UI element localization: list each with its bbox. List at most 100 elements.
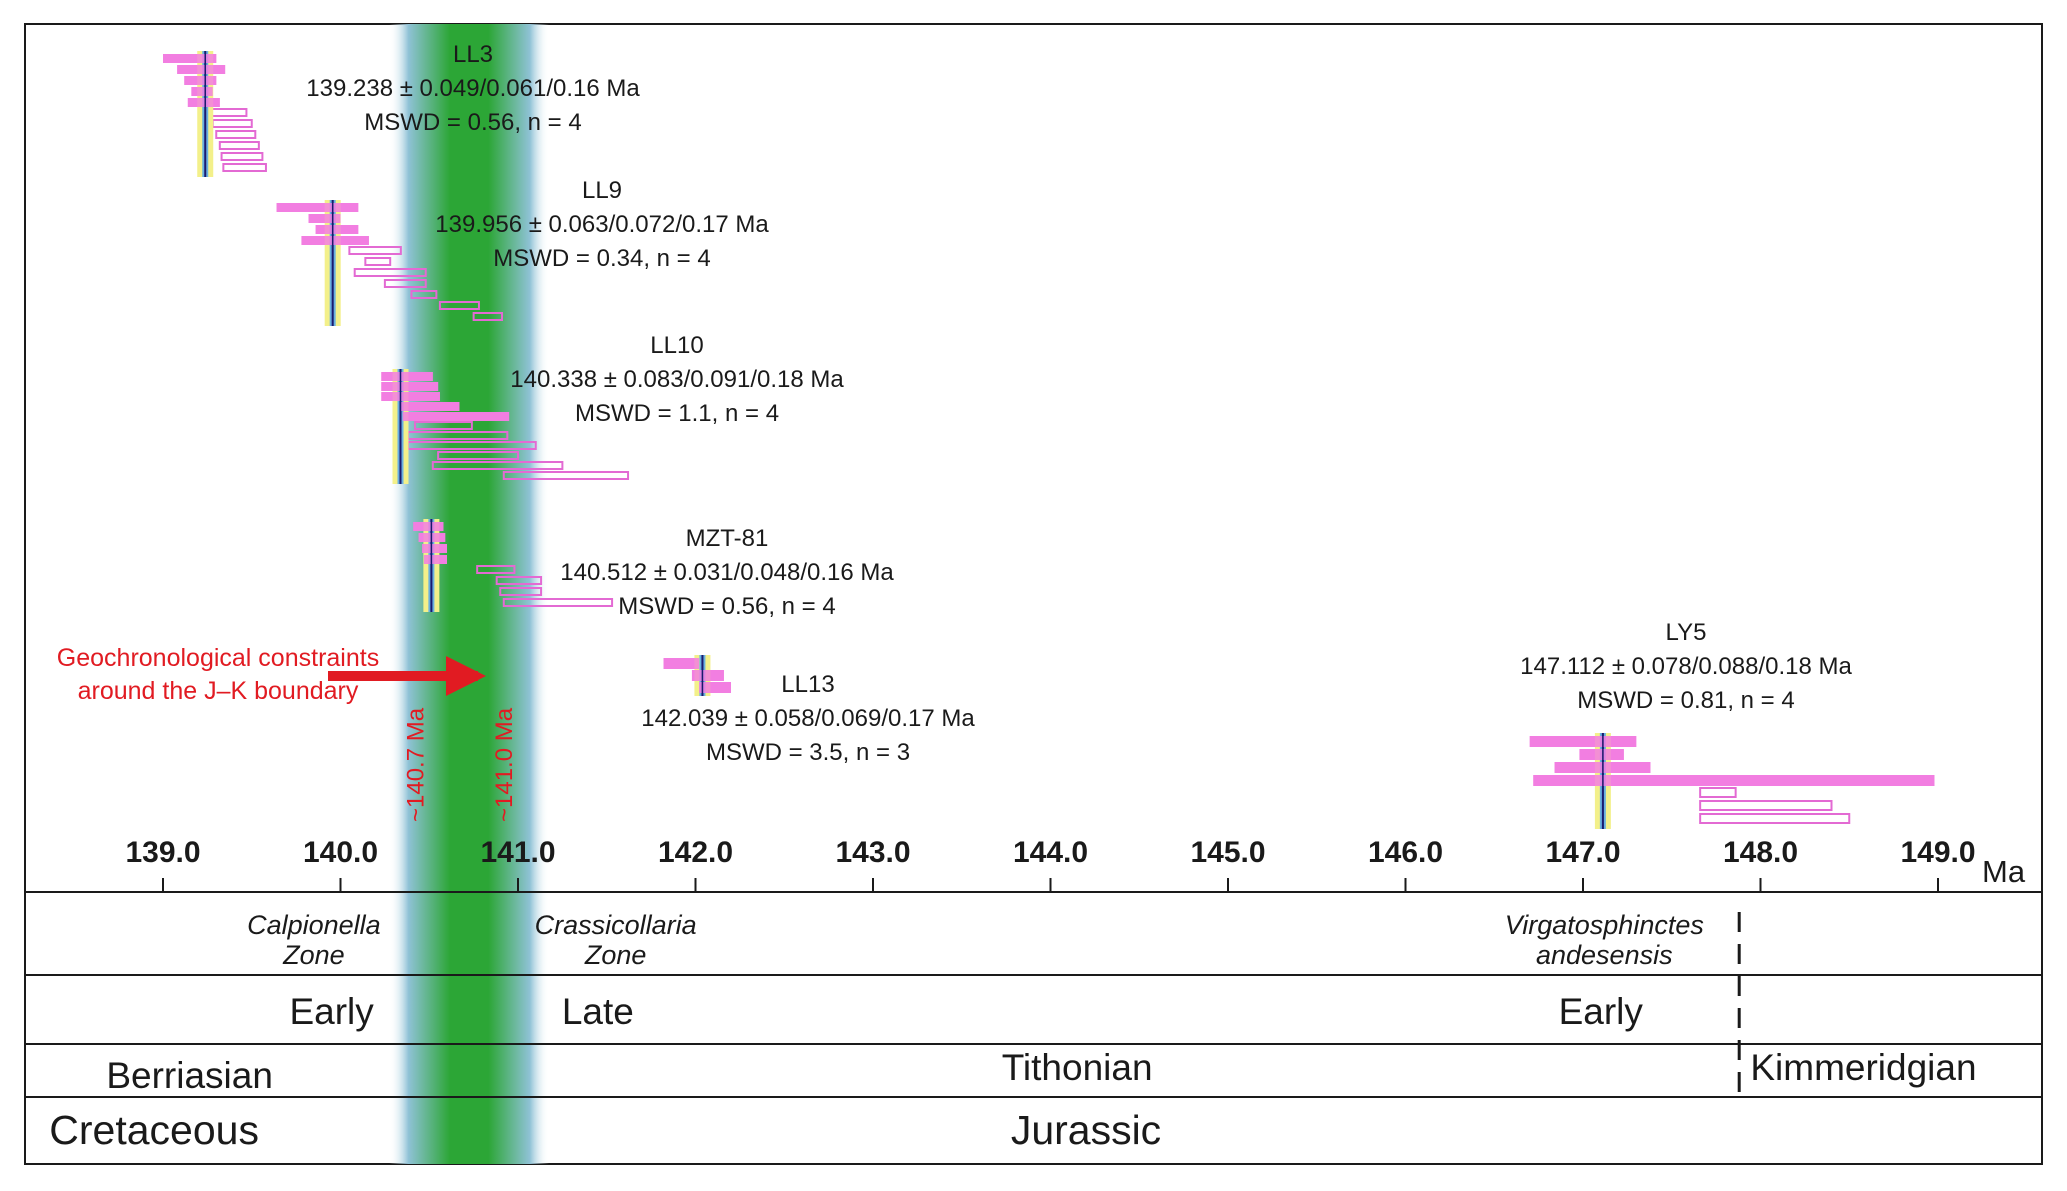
- biozone-label-line2: Zone: [282, 940, 345, 970]
- sample-name: LY5: [1666, 619, 1707, 646]
- x-tick-label: 139.0: [125, 836, 200, 869]
- boundary-age-label: ~140.7 Ma: [402, 707, 429, 822]
- sample-label-ll3: LL3 139.238 ± 0.049/0.061/0.16 Ma MSWD = 0…: [306, 41, 640, 136]
- sample-age: 147.112 ± 0.078/0.088/0.18 Ma: [1520, 653, 1852, 680]
- sample-age: 140.338 ± 0.083/0.091/0.18 Ma: [510, 366, 844, 393]
- substage-label: Early: [1559, 991, 1644, 1032]
- x-tick-label: 149.0: [1900, 836, 1975, 869]
- analysis-bar-filled-overlay: [163, 54, 217, 63]
- biozone-label: Calpionella: [247, 910, 381, 940]
- analysis-bar-filled-overlay: [1579, 749, 1624, 760]
- stage-label: Berriasian: [106, 1055, 273, 1096]
- x-tick-label: 148.0: [1723, 836, 1798, 869]
- sample-labels: LL3 139.238 ± 0.049/0.061/0.16 Ma MSWD = 0…: [306, 41, 1852, 766]
- x-axis-ticks: 139.0 140.0 141.0 142.0 143.0 144.0 145.0 146.0…: [125, 836, 1976, 892]
- sample-label-ly5: LY5 147.112 ± 0.078/0.088/0.18 Ma MSWD = 0…: [1520, 619, 1852, 714]
- sample-mzt-81-bars: [413, 519, 614, 612]
- analysis-bar-open: [1699, 800, 1833, 811]
- analysis-bar-filled-overlay: [301, 236, 369, 245]
- sample-name: LL3: [453, 41, 493, 68]
- analysis-bar-open: [495, 576, 543, 585]
- system-label: Cretaceous: [49, 1107, 259, 1153]
- sample-name: LL10: [650, 332, 703, 359]
- analysis-bar-open: [383, 279, 427, 288]
- boundary-age-labels: ~140.7 Ma ~141.0 Ma: [402, 707, 518, 822]
- x-tick-label: 147.0: [1545, 836, 1620, 869]
- analysis-bar-open: [472, 312, 504, 321]
- timescale-labels: CalpionellaZoneCrassicollariaZoneVirgato…: [49, 910, 1976, 1153]
- analysis-bar-filled-overlay: [1533, 775, 1935, 786]
- analysis-bar-open: [499, 587, 543, 596]
- sample-ly5-bars: [1529, 733, 1935, 829]
- stage-label: Tithonian: [1002, 1047, 1153, 1088]
- analysis-bar-open: [502, 598, 614, 607]
- analysis-bar-open: [220, 152, 264, 161]
- analysis-bar-open: [215, 130, 257, 139]
- analysis-bar-filled-overlay: [663, 658, 700, 669]
- sample-ll9-bars: [276, 200, 504, 326]
- analysis-bar-open: [364, 257, 392, 266]
- x-tick-label: 145.0: [1190, 836, 1265, 869]
- annotation-line-1: Geochronological constraints: [57, 644, 379, 672]
- sample-name: LL13: [781, 671, 834, 698]
- sample-name: MZT-81: [686, 525, 769, 552]
- x-tick-label: 143.0: [835, 836, 910, 869]
- x-tick-label: 146.0: [1368, 836, 1443, 869]
- sample-label-ll13: LL13 142.039 ± 0.058/0.069/0.17 Ma MSWD = …: [641, 671, 975, 766]
- analysis-bar-filled-overlay: [1529, 736, 1637, 747]
- sample-ll10-bars: [381, 369, 630, 484]
- sample-mswd: MSWD = 0.56, n = 4: [618, 593, 835, 620]
- x-tick-label: 144.0: [1013, 836, 1088, 869]
- sample-ll13-bars: [663, 655, 731, 696]
- analysis-bar-open: [476, 565, 516, 574]
- biozone-label: Crassicollaria: [535, 910, 697, 940]
- sample-age: 142.039 ± 0.058/0.069/0.17 Ma: [641, 705, 975, 732]
- analysis-bar-filled-overlay: [177, 65, 226, 74]
- analysis-bar-filled-overlay: [699, 682, 731, 693]
- x-axis-unit: Ma: [1982, 854, 2026, 889]
- analysis-bar-open: [211, 119, 253, 128]
- analysis-bar-filled-overlay: [422, 544, 447, 553]
- analysis-bar-open: [218, 141, 260, 150]
- analysis-bar-open: [353, 268, 427, 277]
- analysis-bar-filled-overlay: [381, 372, 433, 381]
- analysis-bar-open: [222, 163, 267, 172]
- boundary-age-label: ~141.0 Ma: [491, 707, 518, 822]
- analysis-bar-filled-overlay: [276, 203, 359, 212]
- sample-mswd: MSWD = 3.5, n = 3: [706, 739, 910, 766]
- analysis-bar-filled-overlay: [191, 87, 213, 96]
- analysis-bar-filled-overlay: [691, 670, 724, 681]
- sample-age: 140.512 ± 0.031/0.048/0.16 Ma: [560, 559, 894, 586]
- x-tick-label: 141.0: [480, 836, 555, 869]
- analysis-bar-filled-overlay: [381, 392, 440, 401]
- analysis-bar-filled-overlay: [423, 555, 447, 564]
- biozone-label: Virgatosphinctes: [1505, 910, 1704, 940]
- analysis-bar-filled-overlay: [402, 412, 510, 421]
- jk-annotation: Geochronological constraints around the …: [57, 644, 486, 705]
- biozone-label-line2: Zone: [584, 940, 647, 970]
- analysis-bar-filled-overlay: [400, 402, 460, 411]
- analysis-bar-filled-overlay: [381, 382, 439, 391]
- analysis-bar-filled-overlay: [315, 225, 359, 234]
- sample-label-ll9: LL9 139.956 ± 0.063/0.072/0.17 Ma MSWD = 0…: [435, 177, 769, 272]
- analysis-bar-filled-overlay: [413, 522, 444, 531]
- sample-label-ll10: LL10 140.338 ± 0.083/0.091/0.18 Ma MSWD = …: [510, 332, 844, 427]
- analysis-bar-open: [348, 246, 402, 255]
- sample-mswd: MSWD = 0.34, n = 4: [493, 245, 710, 272]
- sample-age: 139.238 ± 0.049/0.061/0.16 Ma: [306, 75, 640, 102]
- analysis-bar-open: [502, 471, 630, 480]
- sample-mswd: MSWD = 1.1, n = 4: [575, 400, 779, 427]
- analysis-bar-open: [410, 290, 438, 299]
- sample-mswd: MSWD = 0.56, n = 4: [364, 109, 581, 136]
- sample-ll3-bars: [163, 51, 267, 177]
- analysis-bar-open: [438, 301, 480, 310]
- analysis-bar-open: [1699, 787, 1737, 798]
- analysis-bar-filled-overlay: [308, 214, 341, 223]
- sample-label-mzt-81: MZT-81 140.512 ± 0.031/0.048/0.16 Ma MSWD …: [560, 525, 894, 620]
- sample-name: LL9: [582, 177, 622, 204]
- analysis-bar-filled-overlay: [187, 98, 220, 107]
- sample-age: 139.956 ± 0.063/0.072/0.17 Ma: [435, 211, 769, 238]
- sample-bar-groups: [163, 51, 1935, 829]
- biozone-label-line2: andesensis: [1536, 940, 1673, 970]
